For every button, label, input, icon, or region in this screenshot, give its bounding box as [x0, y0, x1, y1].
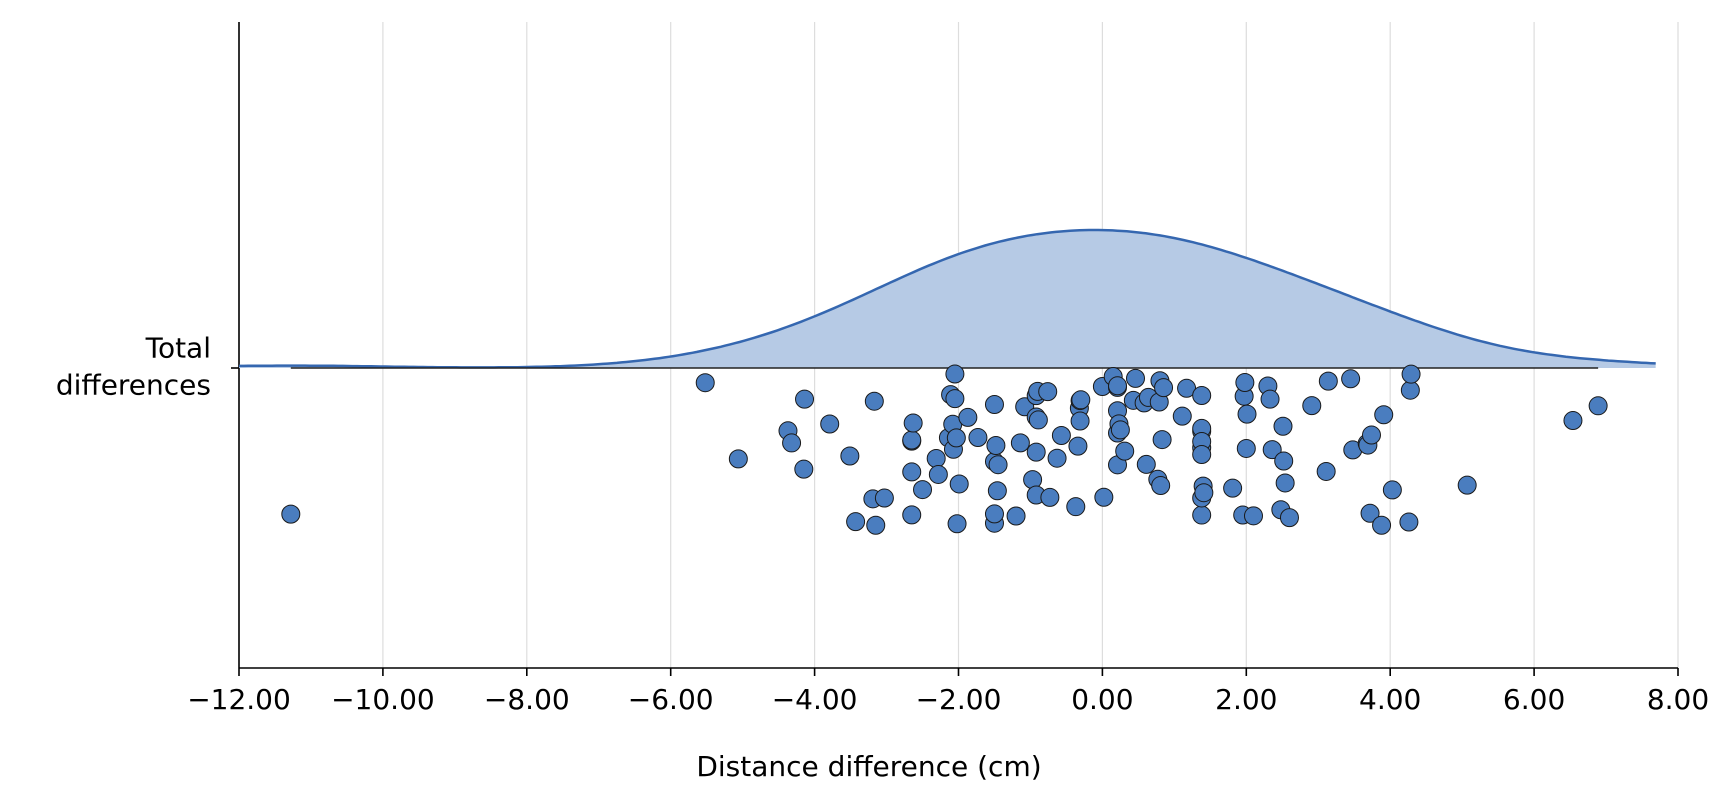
x-tick-label: −6.00 — [628, 683, 714, 716]
data-point — [874, 488, 894, 508]
x-tick-label: 8.00 — [1647, 683, 1709, 716]
x-tick-label: 2.00 — [1215, 683, 1277, 716]
data-point — [1094, 487, 1114, 507]
data-point — [1260, 389, 1280, 409]
data-point — [1006, 506, 1026, 526]
data-point — [984, 504, 1004, 524]
data-point — [1318, 371, 1338, 391]
data-point — [1273, 416, 1293, 436]
data-point — [695, 373, 715, 393]
data-point — [1028, 410, 1048, 430]
data-point — [1071, 390, 1091, 410]
data-point — [1172, 406, 1192, 426]
data-point — [1243, 506, 1263, 526]
data-point — [928, 464, 948, 484]
data-point — [902, 430, 922, 450]
data-point — [1236, 438, 1256, 458]
data-point — [984, 394, 1004, 414]
density-area — [239, 230, 1656, 368]
data-point — [794, 459, 814, 479]
x-axis-label: Distance difference (cm) — [696, 750, 1041, 783]
data-point — [945, 389, 965, 409]
data-point — [728, 449, 748, 469]
data-point — [1047, 448, 1067, 468]
data-point — [986, 435, 1006, 455]
x-tick-label: −2.00 — [916, 683, 1002, 716]
data-point — [903, 413, 923, 433]
data-point — [1192, 505, 1212, 525]
data-point — [1399, 512, 1419, 532]
data-point — [1302, 396, 1322, 416]
data-point — [1274, 451, 1294, 471]
data-point — [945, 364, 965, 384]
x-tick-label: 0.00 — [1071, 683, 1133, 716]
data-point — [1125, 368, 1145, 388]
data-point — [864, 391, 884, 411]
data-point — [820, 414, 840, 434]
data-point — [1262, 440, 1282, 460]
data-point — [281, 504, 301, 524]
data-point — [1051, 426, 1071, 446]
data-point — [1237, 404, 1257, 424]
data-point — [1136, 454, 1156, 474]
data-point — [846, 512, 866, 532]
data-point — [1154, 378, 1174, 398]
data-point — [1401, 364, 1421, 384]
data-point — [1066, 497, 1086, 517]
data-point — [1108, 376, 1128, 396]
data-point — [946, 428, 966, 448]
x-tick-label: −4.00 — [772, 683, 858, 716]
data-point — [1372, 515, 1392, 535]
data-point — [1279, 508, 1299, 528]
data-point — [1360, 503, 1380, 523]
data-point — [866, 515, 886, 535]
data-point — [1235, 372, 1255, 392]
data-point — [1400, 380, 1420, 400]
data-point — [1152, 430, 1172, 450]
data-point — [1382, 480, 1402, 500]
data-point — [1316, 461, 1336, 481]
data-point — [1070, 411, 1090, 431]
data-point — [1192, 386, 1212, 406]
data-point — [913, 480, 933, 500]
data-point — [1010, 433, 1030, 453]
data-point — [947, 514, 967, 534]
data-point — [1194, 483, 1214, 503]
data-point — [987, 481, 1007, 501]
data-point — [988, 455, 1008, 475]
data-point — [1110, 420, 1130, 440]
y-tick-label: Total differences — [56, 332, 211, 402]
data-point — [926, 449, 946, 469]
data-point — [782, 433, 802, 453]
x-tick-label: −8.00 — [484, 683, 570, 716]
x-tick-label: 6.00 — [1503, 683, 1565, 716]
data-point — [1192, 445, 1212, 465]
data-point — [1563, 411, 1583, 431]
data-point — [1068, 436, 1088, 456]
data-point — [1115, 441, 1135, 461]
data-point — [1151, 476, 1171, 496]
data-point — [1040, 487, 1060, 507]
data-point — [840, 446, 860, 466]
data-point — [1275, 473, 1295, 493]
data-point — [958, 407, 978, 427]
data-point — [795, 389, 815, 409]
data-point — [949, 474, 969, 494]
data-point — [1457, 475, 1477, 495]
data-point — [1026, 442, 1046, 462]
data-point — [1341, 369, 1361, 389]
data-point — [1588, 396, 1608, 416]
x-tick-label: 4.00 — [1359, 683, 1421, 716]
data-point — [902, 462, 922, 482]
x-tick-label: −10.00 — [331, 683, 435, 716]
data-point — [1223, 478, 1243, 498]
x-tick-label: −12.00 — [187, 683, 291, 716]
data-point — [902, 505, 922, 525]
data-point — [1374, 405, 1394, 425]
data-point — [1038, 382, 1058, 402]
data-point — [1361, 425, 1381, 445]
data-point — [968, 428, 988, 448]
